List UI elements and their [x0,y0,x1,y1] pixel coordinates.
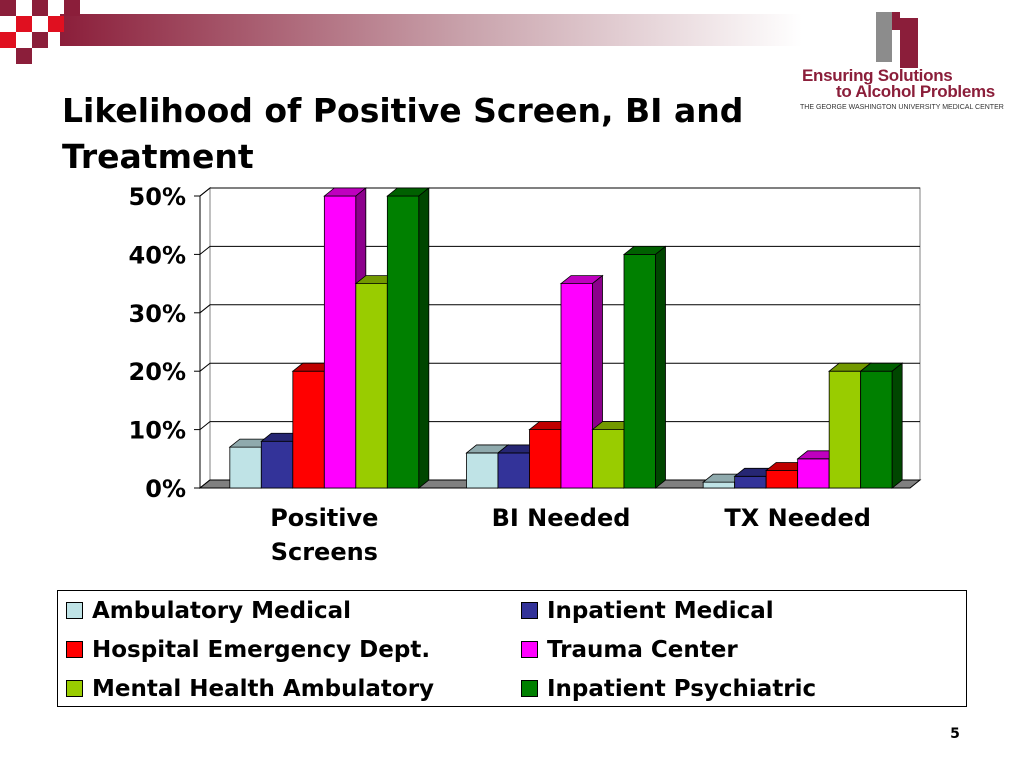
bar [292,370,325,489]
logo-line2: to Alcohol Problems [836,82,995,101]
x-tick-label: Screens [271,538,378,566]
bar [560,283,593,489]
bar-side [891,362,903,489]
gridline [199,362,920,372]
legend-swatch [66,602,83,619]
ensuring-solutions-logo: Ensuring Solutions to Alcohol Problems T… [796,8,1018,128]
y-tick-label: 20% [129,358,186,386]
chart-side-wall [199,186,211,490]
bar [497,452,530,489]
legend-label: Inpatient Medical [547,598,774,624]
bar [592,429,625,489]
y-tick-label: 40% [129,241,186,269]
bar [765,470,799,489]
chart-legend: Ambulatory Medical Inpatient Medical Hospi… [57,590,967,707]
gridline [199,245,920,255]
x-tick-label: TX Needed [724,504,871,532]
legend-swatch [66,641,83,658]
x-tick-label: Positive [270,504,378,532]
bar [466,452,499,489]
bar-chart: 0% 10% 20% 30% 40% 50% Positive Screens BI Neede… [129,183,922,566]
y-tick-label: 30% [129,300,186,328]
bar [529,429,562,489]
bar [260,440,294,489]
legend-swatch [66,680,83,697]
logo-emblem-icon [876,12,918,68]
y-tick-label: 10% [129,417,186,445]
legend-swatch [521,680,538,697]
logo-subline: THE GEORGE WASHINGTON UNIVERSITY MEDICAL… [800,104,1004,111]
bar [229,446,262,489]
legend-swatch [521,641,538,658]
legend-label: Mental Health Ambulatory [92,676,435,702]
bar-side [655,245,666,489]
gridline [199,421,920,430]
logo-line1: Ensuring Solutions [802,66,953,85]
slide-title: Likelihood of Positive Screen, BI and Tr… [62,91,744,176]
bar [797,458,830,489]
page-number: 5 [950,726,960,742]
y-tick-label: 0% [145,475,186,503]
legend-label: Hospital Emergency Dept. [92,637,431,663]
gridline [199,304,920,314]
bar [386,195,420,489]
bar [702,481,736,489]
bar [323,195,357,489]
y-tick-label: 50% [129,183,186,211]
legend-label: Trauma Center [547,637,738,663]
bar [734,475,767,489]
legend-label: Inpatient Psychiatric [547,676,817,702]
bar-side [418,187,430,489]
header-decoration-band [0,0,802,64]
bar [828,370,862,489]
bar [860,370,893,489]
x-tick-label: BI Needed [492,504,631,532]
gridline [199,187,920,197]
legend-label: Ambulatory Medical [92,598,352,624]
bar [355,283,388,489]
legend-swatch [521,602,538,619]
bar [623,253,656,489]
